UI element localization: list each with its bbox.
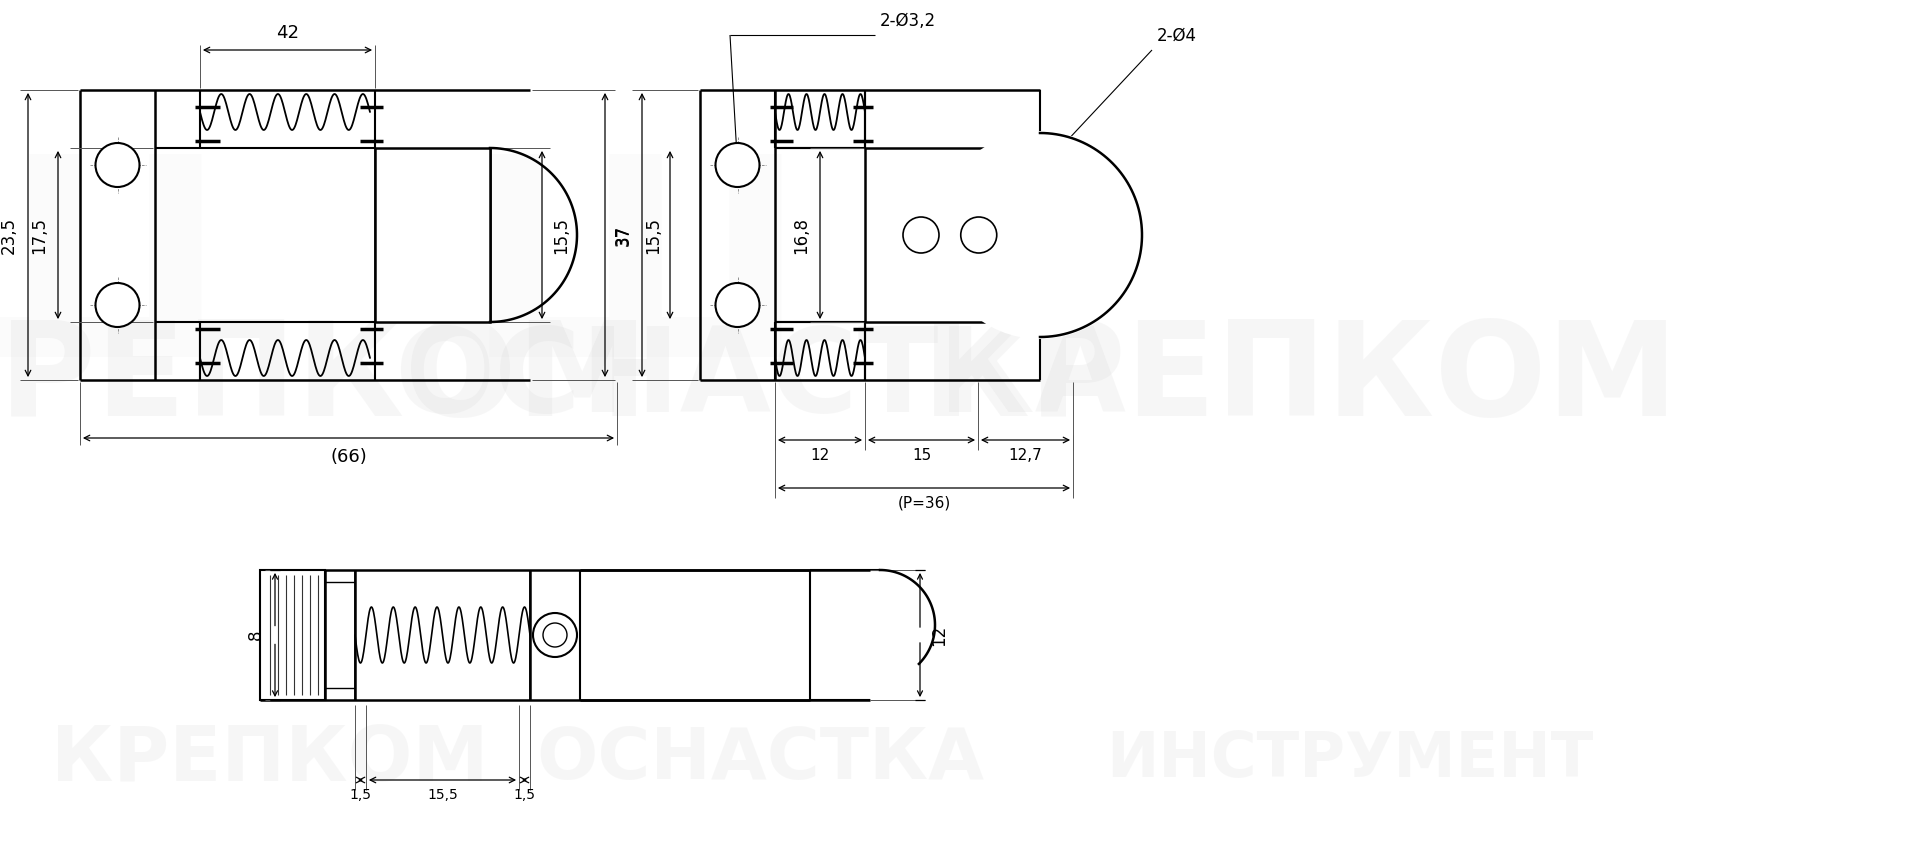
Bar (259, 570, 324, 700)
Text: 8: 8 (248, 630, 265, 640)
Text: 1,5: 1,5 (349, 788, 371, 802)
Text: КРЕПКОМ: КРЕПКОМ (0, 316, 649, 443)
Circle shape (534, 613, 578, 657)
Circle shape (960, 217, 996, 253)
Text: ОСНАСТКА: ОСНАСТКА (536, 726, 983, 795)
Text: ИНСТРУМЕНТ: ИНСТРУМЕНТ (1106, 730, 1594, 790)
Text: 12: 12 (810, 448, 829, 463)
Circle shape (716, 283, 760, 327)
Text: 15,5: 15,5 (643, 217, 662, 253)
Text: КРЕПКОМ: КРЕПКОМ (52, 723, 490, 797)
Text: 16,8: 16,8 (791, 217, 810, 253)
Circle shape (96, 143, 140, 187)
Text: 42: 42 (276, 24, 300, 42)
Text: 2-Ø3,2: 2-Ø3,2 (879, 12, 937, 30)
Text: (P=36): (P=36) (897, 496, 950, 511)
Text: 37: 37 (614, 225, 634, 245)
Circle shape (543, 623, 566, 647)
Text: Ш: Ш (0, 145, 227, 415)
Text: (66): (66) (330, 448, 367, 466)
Text: 15,5: 15,5 (553, 217, 570, 253)
Text: Ш: Ш (463, 145, 806, 415)
Circle shape (937, 131, 1144, 339)
Circle shape (716, 143, 760, 187)
Text: 15,5: 15,5 (426, 788, 457, 802)
Text: 1,5: 1,5 (513, 788, 536, 802)
Text: ОСНАСТКА: ОСНАСТКА (394, 322, 1125, 437)
Text: 23,5: 23,5 (0, 217, 17, 253)
Text: 12,7: 12,7 (1008, 448, 1043, 463)
Text: 2-Ø4: 2-Ø4 (1158, 27, 1196, 45)
Circle shape (902, 217, 939, 253)
Text: 12: 12 (929, 625, 948, 645)
Circle shape (96, 283, 140, 327)
Bar (374, 148, 490, 322)
Text: 15: 15 (912, 448, 931, 463)
Bar (866, 148, 1041, 322)
Text: КРЕПКОМ: КРЕПКОМ (922, 316, 1678, 443)
Text: 37: 37 (614, 225, 632, 245)
Text: 17,5: 17,5 (31, 217, 48, 253)
